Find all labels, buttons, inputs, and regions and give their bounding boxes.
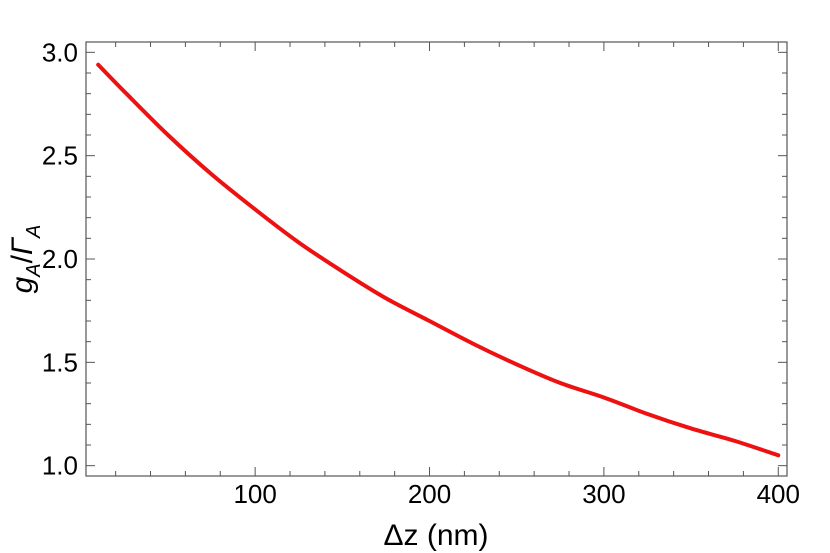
plot-frame <box>85 41 788 477</box>
y-axis-title-sub1: A <box>23 263 45 277</box>
y-axis-title-gamma: Γ <box>6 236 39 255</box>
y-axis-title: gA/ΓA <box>6 225 45 294</box>
y-tick-label: 1.5 <box>42 347 78 377</box>
series-layer <box>96 62 781 458</box>
labels-layer: 100 200 300 400 1.0 1.5 2.0 2.5 3.0 <box>42 37 800 509</box>
y-axis-title-slash: / <box>6 254 39 263</box>
x-tick-label: 100 <box>233 479 276 509</box>
ticks-layer <box>86 42 787 476</box>
y-tick-label: 1.0 <box>42 451 78 481</box>
x-tick-label: 300 <box>582 479 625 509</box>
y-tick-label: 2.0 <box>42 244 78 274</box>
y-tick-label: 2.5 <box>42 141 78 171</box>
y-axis-title-sub2: A <box>23 225 45 239</box>
series-line <box>96 62 781 458</box>
x-tick-label: 400 <box>757 479 800 509</box>
x-axis-title: Δz (nm) <box>383 519 488 552</box>
y-axis-title-g: g <box>6 276 39 293</box>
y-tick-label: 3.0 <box>42 37 78 67</box>
x-tick-label: 200 <box>408 479 451 509</box>
